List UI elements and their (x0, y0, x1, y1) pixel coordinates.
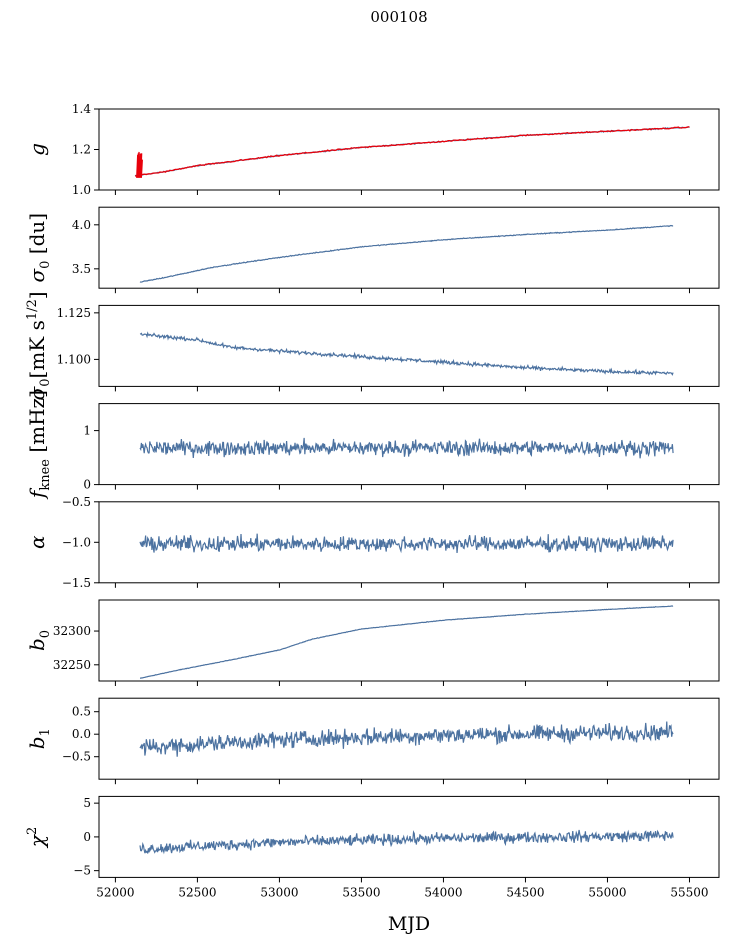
series-sigma0_phys (139, 331, 674, 376)
ytick-label-alpha-1: −1.0 (62, 535, 91, 549)
ytick-label-fknee-0: 0 (83, 478, 91, 492)
ytick-label-sigma0_phys-0: 1.100 (57, 352, 91, 366)
ytick-label-b0-1: 32300 (53, 624, 91, 638)
panel-fknee: 0 1 fknee [mHz] (25, 390, 720, 500)
ytick-label-b1-2: 0.5 (72, 705, 91, 719)
ylabel-sigma0_phys: σ0[mK s1/2] (25, 291, 53, 400)
ytick-label-g-1: 1.2 (72, 143, 91, 157)
series-alpha (139, 533, 674, 554)
ylabel-g: g (25, 143, 49, 156)
frame-sigma0 (98, 206, 720, 289)
xtick-label-2: 53000 (260, 885, 298, 899)
panel-alpha: −1.5 −1.0 −0.5 α (25, 495, 720, 590)
frame-b0 (98, 599, 720, 682)
ylabel-chi2: χ2 (25, 827, 49, 849)
xtick-label-7: 55500 (670, 885, 708, 899)
panels-group: 1.0 1.2 1.4 g 3.5 4.0 σ0 [du] 1.100 1.125 σ0[mK s… (25, 102, 720, 899)
ytick-label-b1-0: −0.5 (62, 750, 91, 764)
frame-b1 (98, 697, 720, 780)
ytick-label-chi2-1: 0 (83, 830, 91, 844)
ytick-label-alpha-2: −0.5 (62, 495, 91, 509)
series-g (134, 126, 690, 177)
figure-title: 000108 (370, 8, 427, 26)
x-axis-label: MJD (388, 913, 430, 935)
xtick-label-4: 54000 (424, 885, 462, 899)
panel-sigma0_phys: 1.100 1.125 σ0[mK s1/2] (25, 291, 720, 400)
ylabel-b0: b0 (25, 630, 53, 651)
ytick-label-sigma0_phys-1: 1.125 (57, 306, 91, 320)
xtick-label-3: 53500 (342, 885, 380, 899)
ytick-label-chi2-0: −5 (73, 864, 91, 878)
series-b0 (139, 605, 674, 679)
frame-fknee (98, 403, 720, 486)
ylabel-alpha: α (25, 535, 49, 549)
series-sigma0 (139, 224, 674, 283)
ylabel-fknee: fknee [mHz] (25, 390, 53, 500)
ytick-label-b0-0: 32250 (53, 658, 91, 672)
frame-g (98, 108, 720, 191)
series-chi2 (139, 829, 674, 855)
series-fknee (139, 437, 674, 459)
xtick-label-1: 52500 (178, 885, 216, 899)
panel-sigma0: 3.5 4.0 σ0 [du] (25, 206, 720, 294)
ytick-label-sigma0-1: 4.0 (72, 218, 91, 232)
ytick-label-fknee-1: 1 (83, 424, 91, 438)
ytick-label-g-2: 1.4 (72, 102, 91, 116)
xtick-label-6: 55000 (588, 885, 626, 899)
ytick-label-alpha-0: −1.5 (62, 576, 91, 590)
xtick-label-0: 52000 (96, 885, 134, 899)
ylabel-sigma0: σ0 [du] (25, 213, 53, 283)
ytick-label-chi2-2: 5 (83, 796, 91, 810)
ytick-label-g-0: 1.0 (72, 183, 91, 197)
panel-b1: −0.5 0.0 0.5 b1 (25, 697, 720, 785)
panel-chi2: −5 0 5 52000 52500 53000 53500 54000 54500 55000 5… (25, 795, 720, 899)
frame-sigma0_phys (98, 304, 720, 387)
ytick-label-sigma0-0: 3.5 (72, 262, 91, 276)
series-g-spike (136, 151, 143, 178)
ytick-label-b1-1: 0.0 (72, 727, 91, 741)
xtick-label-5: 54500 (506, 885, 544, 899)
series-g-overlay (134, 126, 690, 177)
panel-g: 1.0 1.2 1.4 g (25, 102, 720, 197)
series-b1 (139, 721, 674, 757)
ylabel-b1: b1 (25, 728, 53, 749)
